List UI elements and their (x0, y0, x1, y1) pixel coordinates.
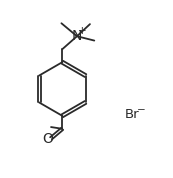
Text: Br: Br (125, 108, 139, 121)
Text: O: O (42, 132, 53, 146)
Text: +: + (78, 26, 87, 36)
Text: N: N (71, 29, 82, 43)
Text: −: − (137, 105, 146, 115)
